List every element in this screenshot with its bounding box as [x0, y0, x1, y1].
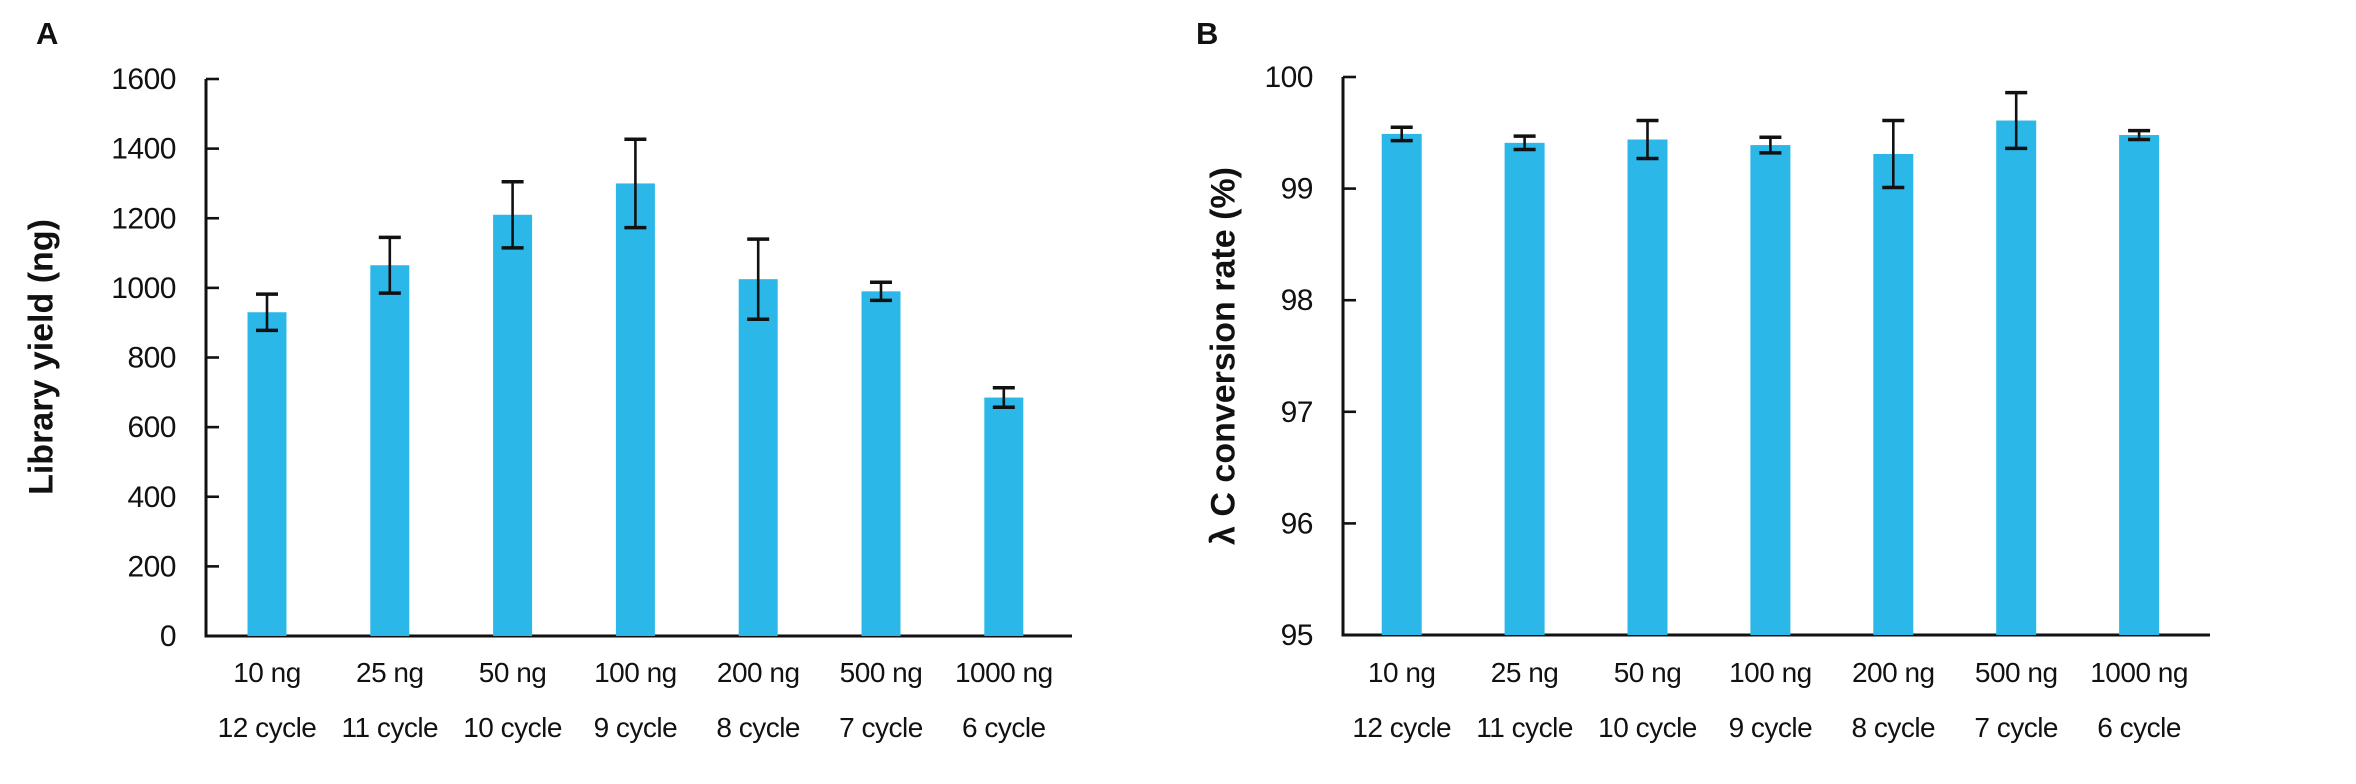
- x-tick-label-amount: 1000 ng: [2090, 657, 2188, 688]
- x-tick-label-cycles: 7 cycle: [839, 712, 923, 743]
- y-tick-label: 400: [127, 481, 176, 514]
- bar: [370, 265, 410, 636]
- x-tick-label-cycles: 12 cycle: [218, 712, 317, 743]
- y-tick-label: 96: [1281, 507, 1313, 540]
- panel-a-y-axis-title: Library yield (ng): [22, 219, 61, 495]
- x-tick-label-cycles: 9 cycle: [594, 712, 678, 743]
- x-tick-label-amount: 50 ng: [479, 657, 547, 688]
- y-tick-label: 1600: [111, 63, 176, 96]
- y-tick-label: 0: [160, 620, 176, 653]
- y-tick-label: 100: [1264, 61, 1313, 94]
- x-tick-label-cycles: 10 cycle: [1598, 712, 1697, 743]
- bar: [2119, 135, 2160, 636]
- bar: [247, 312, 287, 636]
- x-tick-label-cycles: 8 cycle: [716, 712, 800, 743]
- x-tick-label-amount: 100 ng: [1729, 657, 1812, 688]
- x-tick-label-cycles: 9 cycle: [1729, 712, 1813, 743]
- bar: [1873, 154, 1914, 635]
- panel-b-chart: 95 96 97 98 99 100 10 ng 12 cycle 25 ng 11 cycle 5…: [1264, 61, 2210, 743]
- x-tick-label-cycles: 6 cycle: [962, 712, 1046, 743]
- bar: [493, 214, 533, 637]
- y-tick-label: 800: [127, 342, 176, 375]
- x-tick-label-amount: 10 ng: [1368, 657, 1436, 688]
- panel-a-chart: 0 200 400 600 800 1000 1200 1400 1600 10 ng 12 cyc…: [111, 63, 1072, 743]
- x-tick-label-amount: 200 ng: [717, 657, 800, 688]
- x-tick-label-amount: 500 ng: [1975, 657, 2058, 688]
- bar: [1381, 133, 1422, 635]
- y-tick-label: 600: [127, 411, 176, 444]
- y-tick-label: 97: [1281, 396, 1313, 429]
- x-tick-label-cycles: 10 cycle: [463, 712, 562, 743]
- bar: [1627, 139, 1668, 635]
- y-tick-label: 99: [1281, 173, 1313, 206]
- x-tick-label-amount: 100 ng: [594, 657, 677, 688]
- panel-b-y-axis-title: λ C conversion rate (%): [1204, 167, 1243, 545]
- x-tick-label-cycles: 12 cycle: [1352, 712, 1451, 743]
- y-tick-label: 1200: [111, 202, 176, 235]
- x-tick-label-cycles: 11 cycle: [341, 712, 438, 743]
- x-tick-label-cycles: 11 cycle: [1476, 712, 1573, 743]
- x-tick-label-amount: 200 ng: [1852, 657, 1935, 688]
- bar: [738, 279, 778, 636]
- x-tick-label-amount: 25 ng: [1491, 657, 1559, 688]
- y-tick-label: 95: [1281, 619, 1313, 652]
- bar: [984, 397, 1024, 636]
- bar: [615, 183, 655, 636]
- x-tick-label-cycles: 8 cycle: [1851, 712, 1935, 743]
- bar: [861, 291, 901, 636]
- x-tick-label-amount: 25 ng: [356, 657, 424, 688]
- x-tick-label-amount: 500 ng: [840, 657, 923, 688]
- bar: [1996, 120, 2037, 636]
- y-tick-label: 98: [1281, 284, 1313, 317]
- panel-b-label: B: [1196, 16, 1219, 51]
- x-tick-label-cycles: 6 cycle: [2097, 712, 2181, 743]
- y-tick-label: 1000: [111, 272, 176, 305]
- x-tick-label-cycles: 7 cycle: [1974, 712, 2058, 743]
- bar: [1504, 142, 1545, 635]
- bar: [1750, 145, 1791, 636]
- x-tick-label-amount: 50 ng: [1614, 657, 1682, 688]
- y-tick-label: 200: [127, 550, 176, 583]
- x-tick-label-amount: 1000 ng: [955, 657, 1053, 688]
- y-tick-label: 1400: [111, 133, 176, 166]
- panel-a-label: A: [36, 16, 59, 51]
- x-tick-label-amount: 10 ng: [233, 657, 301, 688]
